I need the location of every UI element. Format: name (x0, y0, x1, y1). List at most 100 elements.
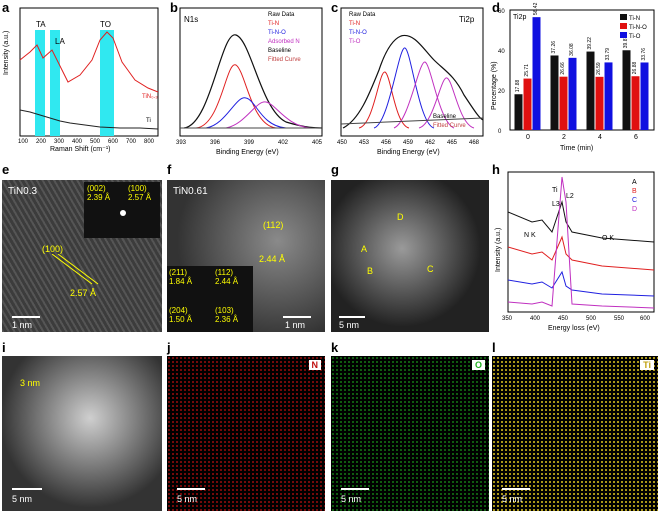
svg-text:453: 453 (359, 140, 370, 146)
svg-text:L3: L3 (552, 201, 560, 208)
svg-text:L2: L2 (566, 193, 574, 200)
legend-swatch (620, 32, 627, 38)
bar (622, 50, 631, 131)
tick-label: 4 (598, 134, 602, 141)
svg-text:Ti-N: Ti-N (268, 21, 279, 27)
svg-text:393: 393 (176, 140, 187, 146)
panel-label: c (331, 0, 339, 15)
svg-text:300: 300 (54, 139, 65, 145)
svg-text:Baseline: Baseline (433, 114, 457, 120)
svg-text:600: 600 (640, 316, 651, 322)
panel-label: i (2, 340, 6, 355)
x-axis-label: Time (min) (560, 145, 593, 152)
data-label: 33.76 (641, 48, 647, 61)
svg-text:C: C (632, 197, 637, 204)
data-label: 26.88 (632, 62, 638, 75)
svg-text:LA: LA (55, 37, 65, 46)
panel-j: j N 5 nm (165, 340, 327, 511)
hrtem-image: TiN0.61 (112) 2.44 Å (211) 1.84 Å (112) … (167, 180, 325, 332)
panel-b: b N1s Raw Data Ti-N Ti-N-O Adsorbed N Ba… (166, 0, 328, 160)
svg-text:400: 400 (530, 316, 541, 322)
data-label: 26.59 (596, 62, 602, 75)
svg-text:465: 465 (447, 140, 458, 146)
n1s-plot: N1s Raw Data Ti-N Ti-N-O Adsorbed N Base… (176, 7, 323, 156)
svg-text:Raw Data: Raw Data (268, 12, 295, 18)
svg-text:Binding Energy (eV): Binding Energy (eV) (377, 149, 440, 156)
eds-map-o: O 5 nm (331, 356, 489, 511)
bar (532, 17, 541, 130)
bar (523, 78, 532, 130)
svg-text:400: 400 (72, 139, 83, 145)
data-label: 56.42 (533, 2, 539, 15)
svg-text:Ti-N: Ti-N (349, 21, 360, 27)
panel-label: g (331, 162, 339, 177)
data-label: 39.22 (587, 37, 593, 50)
svg-text:459: 459 (403, 140, 414, 146)
svg-text:500: 500 (586, 316, 597, 322)
svg-text:468: 468 (469, 140, 480, 146)
svg-text:402: 402 (278, 140, 289, 146)
y-tick-label: 0 (498, 129, 502, 135)
svg-text:450: 450 (558, 316, 569, 322)
svg-text:Fitted Curve: Fitted Curve (268, 57, 301, 63)
panel-a: a Intensity (a.u.) Raman Shift (cm⁻¹) TA… (0, 0, 165, 160)
svg-text:456: 456 (381, 140, 392, 146)
data-label: 33.79 (605, 48, 611, 61)
panel-label: d (492, 0, 500, 15)
svg-text:550: 550 (614, 316, 625, 322)
raman-plot: Intensity (a.u.) Raman Shift (cm⁻¹) TA L… (3, 7, 159, 153)
svg-text:100: 100 (18, 139, 29, 145)
y-tick-label: 20 (498, 89, 505, 95)
panel-g: g A B C D 5 nm (329, 162, 491, 332)
fft-inset: (002) 2.39 Å (100) 2.57 Å (84, 182, 160, 238)
legend-swatch (620, 23, 627, 29)
tick-label: 0 (526, 134, 530, 141)
bar (550, 55, 559, 131)
svg-text:Ti-N-O: Ti-N-O (349, 30, 367, 36)
panel-e: e TiN0.3 (002) 2.39 Å (100) 2.57 Å (100)… (0, 162, 163, 332)
panel-label: f (167, 162, 172, 177)
legend-swatch (620, 14, 627, 20)
svg-text:Adsorbed N: Adsorbed N (268, 39, 300, 45)
bar (568, 57, 577, 131)
svg-text:Energy loss (eV): Energy loss (eV) (548, 325, 600, 332)
svg-text:450: 450 (337, 140, 348, 146)
legend-entry: Ti-O (629, 34, 641, 40)
data-label: 25.71 (524, 64, 530, 77)
plot-frame (509, 9, 655, 131)
svg-text:TO: TO (100, 20, 111, 29)
svg-text:Ti: Ti (146, 118, 151, 124)
y-tick-label: 60 (498, 9, 505, 15)
svg-text:Ti: Ti (552, 187, 558, 194)
x-ticks: 100 200 300 400 500 600 700 800 (18, 139, 155, 145)
x-axis-label: Raman Shift (cm⁻¹) (50, 146, 110, 153)
svg-text:TiN₀.₃: TiN₀.₃ (142, 94, 158, 100)
eds-map-n: N 5 nm (167, 356, 325, 511)
panel-d: d 17.88 25.71 56.42 0 37.26 26.66 36.08 2 39.22 2… (490, 0, 660, 160)
data-label: 39.87 (623, 36, 629, 49)
panel-f: f TiN0.61 (112) 2.44 Å (211) 1.84 Å (112… (165, 162, 327, 332)
y-axis-label: Percentage (%) (491, 61, 498, 110)
hrtem-image: TiN0.3 (002) 2.39 Å (100) 2.57 Å (100) 2… (2, 180, 162, 332)
svg-text:TA: TA (36, 20, 46, 29)
bar (514, 94, 523, 130)
tick-label: 6 (634, 134, 638, 141)
svg-text:Ti-N-O: Ti-N-O (268, 30, 286, 36)
panel-k: k O 5 nm (329, 340, 491, 511)
ti2p-plot: Ti2p Raw Data Ti-N Ti-N-O Ti-O Baseline … (337, 7, 484, 156)
tick-label: 2 (562, 134, 566, 141)
panel-label: j (167, 340, 171, 355)
legend-entry: Ti-N-O (629, 25, 647, 31)
bar (631, 76, 640, 130)
svg-text:D: D (632, 206, 637, 213)
data-label: 26.66 (560, 62, 566, 75)
data-label: 36.08 (569, 43, 575, 56)
haadf-image: A B C D 5 nm (331, 180, 489, 332)
panel-l: l Ti 5 nm (492, 340, 658, 511)
svg-text:200: 200 (36, 139, 47, 145)
svg-text:800: 800 (144, 139, 155, 145)
svg-text:Raw Data: Raw Data (349, 12, 376, 18)
data-label: 37.26 (551, 41, 557, 54)
svg-text:O K: O K (602, 235, 614, 242)
svg-text:700: 700 (126, 139, 137, 145)
